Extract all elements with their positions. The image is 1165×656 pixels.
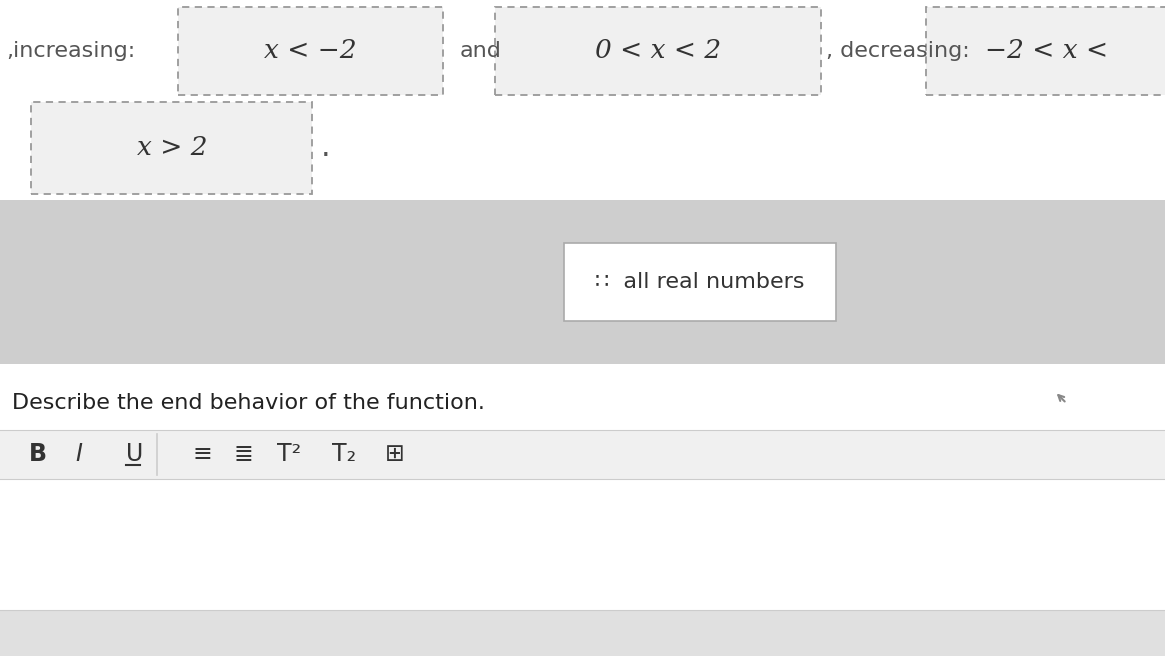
- Text: ,increasing:: ,increasing:: [7, 41, 136, 61]
- Text: T₂: T₂: [332, 442, 356, 466]
- FancyBboxPatch shape: [31, 102, 312, 194]
- Text: and: and: [460, 41, 502, 61]
- Text: B: B: [29, 442, 47, 466]
- Text: x > 2: x > 2: [136, 135, 207, 160]
- FancyBboxPatch shape: [564, 243, 836, 321]
- Text: , decreasing:: , decreasing:: [826, 41, 969, 61]
- FancyBboxPatch shape: [495, 7, 821, 95]
- Text: I: I: [76, 442, 83, 466]
- FancyBboxPatch shape: [178, 7, 443, 95]
- Text: ≣: ≣: [233, 442, 253, 466]
- Bar: [0, 200, 1165, 364]
- Bar: [0, 430, 1165, 479]
- FancyBboxPatch shape: [926, 7, 1165, 95]
- Text: ≡: ≡: [192, 442, 212, 466]
- Text: x < −2: x < −2: [264, 38, 356, 64]
- Text: 0 < x < 2: 0 < x < 2: [595, 38, 721, 64]
- Bar: [0, 0, 1165, 200]
- Bar: [0, 377, 1165, 430]
- Text: Describe the end behavior of the function.: Describe the end behavior of the functio…: [12, 394, 485, 413]
- Text: .: .: [320, 133, 331, 162]
- Bar: [0, 479, 1165, 610]
- Text: −2 < x <: −2 < x <: [986, 38, 1108, 64]
- Text: T²: T²: [277, 442, 302, 466]
- Text: U: U: [126, 442, 143, 466]
- Bar: [0, 610, 1165, 656]
- Text: ⊞: ⊞: [384, 442, 404, 466]
- Text: ∷  all real numbers: ∷ all real numbers: [595, 272, 805, 292]
